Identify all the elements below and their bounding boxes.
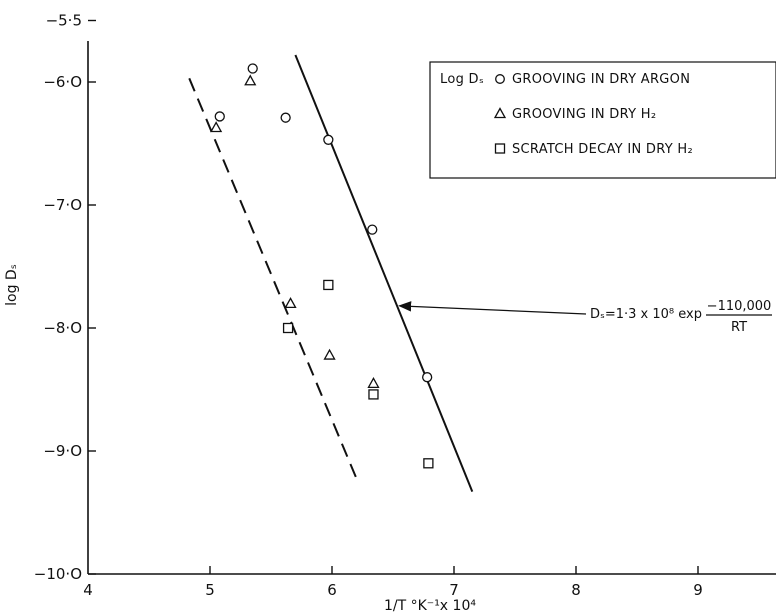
annotation-denominator: RT [731,320,747,335]
y-tick-label: −10·O [34,565,82,583]
annotation-arrow [398,301,587,315]
y-tick-label: −5·5 [46,12,82,30]
argon-point [367,224,378,235]
x-axis-title: 1/T °K⁻¹x 10⁴ [384,598,476,614]
legend-label-scratch-decay: SCRATCH DECAY IN DRY H₂ [512,142,693,157]
data-points [209,63,434,469]
axes [87,41,776,575]
scratch-decay-point [282,322,294,334]
x-tick-label: 6 [327,581,337,599]
equation-annotation: Dₛ=1·3 x 10⁸ exp −110,000 RT [398,299,772,335]
y-tick-label: −7·O [43,196,82,214]
argon-point [214,111,225,122]
y-axis-title: log Dₛ [4,264,20,306]
x-tick-label: 8 [571,581,581,599]
legend-item-argon: GROOVING IN DRY ARGON [495,72,690,87]
h2-grooving-point [367,377,380,389]
legend-circle-marker [495,74,505,84]
scratch-decay-point [323,279,334,291]
x-tick-label: 7 [449,581,459,599]
h2-grooving-point [244,74,257,86]
legend-triangle-marker [493,107,507,119]
h2-grooving-point [209,121,223,133]
legend-item-scratch-decay: SCRATCH DECAY IN DRY H₂ [494,142,693,157]
annotation-numerator: −110,000 [707,299,772,314]
legend: Log Dₛ GROOVING IN DRY ARGON GROOVING IN… [429,61,776,179]
h2-grooving-point [323,348,336,360]
scratch-decay-point [423,458,434,469]
legend-item-h2-grooving: GROOVING IN DRY H₂ [493,107,656,122]
legend-label-argon: GROOVING IN DRY ARGON [512,72,690,87]
legend-square-marker [494,143,506,154]
dashed-fit-line [188,77,360,485]
scratch-decay-point [368,389,379,400]
y-tick-label: −8·O [43,319,82,337]
y-tick-label: −9·O [43,442,82,460]
x-tick-label: 4 [83,581,93,599]
x-tick-label: 5 [205,581,215,599]
fit-lines [188,54,474,492]
legend-box [429,61,776,179]
legend-title: Log Dₛ [440,72,484,87]
x-tick-label: 9 [693,581,703,599]
x-ticks: 4 5 6 7 8 9 [83,566,703,599]
argon-point [280,112,291,123]
y-tick-label: −6·O [43,73,82,91]
argon-point [422,372,433,383]
solid-fit-line [294,54,474,492]
argon-point [323,134,334,145]
annotation-lhs: Dₛ=1·3 x 10⁸ exp [590,307,702,322]
legend-label-h2-grooving: GROOVING IN DRY H₂ [512,107,656,122]
argon-point [247,63,258,74]
h2-grooving-point [284,297,297,309]
y-ticks: −10·O −9·O −8·O −7·O −6·O −5·5 [34,12,96,583]
